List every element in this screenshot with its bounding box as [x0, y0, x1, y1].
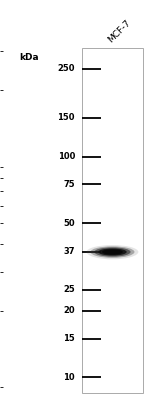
Text: 25: 25 [63, 285, 75, 294]
Text: 150: 150 [57, 113, 75, 122]
Bar [82, 48, 143, 393]
Text: 15: 15 [63, 334, 75, 343]
Ellipse shape [102, 249, 123, 255]
Ellipse shape [90, 246, 134, 258]
Text: 100: 100 [58, 152, 75, 161]
Text: 37: 37 [63, 247, 75, 257]
Text: 50: 50 [63, 219, 75, 228]
Text: 250: 250 [57, 64, 75, 73]
Ellipse shape [87, 245, 138, 259]
Text: kDa: kDa [19, 53, 39, 62]
Text: MCF-7: MCF-7 [106, 18, 132, 45]
Ellipse shape [98, 249, 127, 255]
Ellipse shape [94, 247, 131, 257]
Text: 20: 20 [63, 306, 75, 316]
Text: 75: 75 [63, 180, 75, 189]
Text: 10: 10 [63, 373, 75, 382]
